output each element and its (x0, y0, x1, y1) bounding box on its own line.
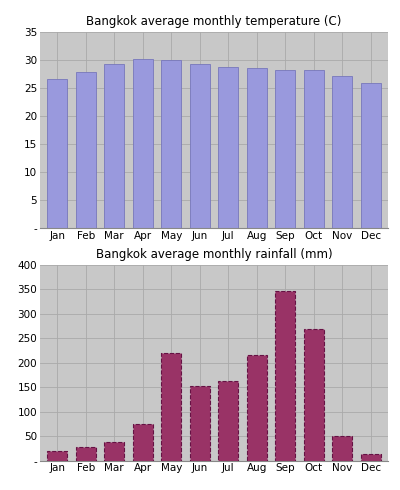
Bar (104, 442, 124, 461)
Bar (133, 59, 153, 228)
Bar (304, 329, 324, 461)
Bar (133, 424, 153, 461)
Bar (247, 68, 267, 228)
Bar (275, 71, 295, 228)
Bar (104, 64, 124, 228)
Title: Bangkok average monthly temperature (C): Bangkok average monthly temperature (C) (86, 15, 342, 28)
Title: Bangkok average monthly rainfall (mm): Bangkok average monthly rainfall (mm) (96, 247, 332, 261)
Bar (47, 79, 67, 228)
Bar (190, 64, 210, 228)
Bar (76, 447, 96, 461)
Bar (247, 355, 267, 461)
Bar (218, 381, 238, 461)
Bar (218, 67, 238, 228)
Bar (161, 60, 181, 228)
Bar (361, 454, 381, 461)
Bar (332, 75, 352, 228)
Bar (361, 83, 381, 228)
Bar (161, 353, 181, 461)
Bar (190, 386, 210, 461)
Bar (304, 71, 324, 228)
Bar (332, 436, 352, 461)
Bar (76, 72, 96, 228)
Bar (275, 291, 295, 461)
Bar (47, 451, 67, 461)
